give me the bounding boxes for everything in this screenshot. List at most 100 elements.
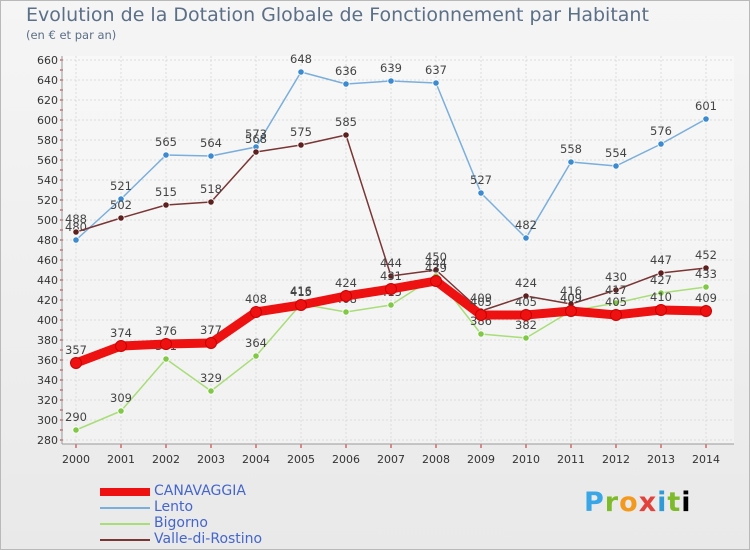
y-tick-label: 360 — [37, 354, 58, 367]
x-tick-label: 2002 — [152, 453, 180, 466]
data-point-bigorno — [522, 334, 530, 342]
legend-label-valle-di-rostino: Valle-di-Rostino — [154, 531, 263, 547]
y-tick-label: 280 — [37, 434, 58, 447]
x-tick-label: 2001 — [107, 453, 135, 466]
x-tick-label: 2009 — [467, 453, 495, 466]
data-label-valle-di-rostino: 568 — [245, 132, 267, 146]
data-label-lento: 648 — [290, 52, 312, 66]
data-point-lento — [162, 151, 170, 159]
data-label-canavaggia: 377 — [200, 323, 222, 337]
data-point-valle-di-rostino — [657, 269, 665, 277]
legend-swatch-valle-di-rostino — [100, 539, 150, 541]
x-tick-label: 2004 — [242, 453, 270, 466]
data-label-lento: 558 — [560, 142, 582, 156]
data-label-bigorno: 309 — [110, 391, 132, 405]
data-point-canavaggia — [385, 283, 397, 295]
y-tick-label: 500 — [37, 214, 58, 227]
data-point-canavaggia — [475, 309, 487, 321]
y-tick-label: 380 — [37, 334, 58, 347]
data-label-lento: 637 — [425, 63, 447, 77]
legend-label-canavaggia: CANAVAGGIA — [154, 483, 246, 499]
data-point-lento — [72, 236, 80, 244]
proxiti-logo: Proxiti — [584, 487, 692, 518]
data-point-valle-di-rostino — [342, 131, 350, 139]
data-point-bigorno — [117, 407, 125, 415]
data-point-canavaggia — [430, 275, 442, 287]
data-label-lento: 576 — [650, 124, 672, 138]
data-point-valle-di-rostino — [522, 292, 530, 300]
chart-title: Evolution de la Dotation Globale de Fonc… — [26, 4, 649, 26]
x-tick-label: 2013 — [647, 453, 675, 466]
data-label-bigorno: 409 — [560, 291, 582, 305]
data-point-canavaggia — [340, 290, 352, 302]
data-label-canavaggia: 431 — [380, 269, 402, 283]
data-point-canavaggia — [115, 340, 127, 352]
data-point-canavaggia — [520, 309, 532, 321]
data-point-bigorno — [162, 355, 170, 363]
legend-swatch-lento — [100, 507, 150, 509]
data-point-lento — [207, 152, 215, 160]
y-tick-label: 320 — [37, 394, 58, 407]
data-label-canavaggia: 357 — [65, 343, 87, 357]
y-tick-label: 400 — [37, 314, 58, 327]
data-label-bigorno: 382 — [515, 318, 537, 332]
x-tick-label: 2008 — [422, 453, 450, 466]
data-point-lento — [657, 140, 665, 148]
x-tick-label: 2005 — [287, 453, 315, 466]
data-point-valle-di-rostino — [387, 272, 395, 280]
data-label-valle-di-rostino: 450 — [425, 250, 447, 264]
x-tick-label: 2010 — [512, 453, 540, 466]
data-point-lento — [117, 195, 125, 203]
data-point-lento — [342, 80, 350, 88]
data-point-valle-di-rostino — [612, 286, 620, 294]
data-point-bigorno — [612, 299, 620, 307]
data-label-canavaggia: 405 — [605, 295, 627, 309]
data-label-valle-di-rostino: 444 — [380, 256, 402, 270]
data-point-bigorno — [72, 426, 80, 434]
data-label-canavaggia: 405 — [515, 295, 537, 309]
data-point-bigorno — [207, 387, 215, 395]
data-label-valle-di-rostino: 488 — [65, 212, 87, 226]
data-label-valle-di-rostino: 424 — [515, 276, 537, 290]
x-tick-label: 2007 — [377, 453, 405, 466]
x-tick-label: 2011 — [557, 453, 585, 466]
data-label-canavaggia: 408 — [245, 292, 267, 306]
data-label-lento: 482 — [515, 218, 537, 232]
data-label-valle-di-rostino: 416 — [560, 284, 582, 298]
data-point-canavaggia — [565, 305, 577, 317]
data-label-lento: 521 — [110, 179, 132, 193]
y-tick-label: 300 — [37, 414, 58, 427]
legend-swatch-bigorno — [100, 523, 150, 525]
data-label-canavaggia: 439 — [425, 261, 447, 275]
data-label-lento: 527 — [470, 173, 492, 187]
data-label-canavaggia: 424 — [335, 276, 357, 290]
data-label-valle-di-rostino: 409 — [470, 291, 492, 305]
data-label-valle-di-rostino: 452 — [695, 248, 717, 262]
data-label-bigorno: 433 — [695, 267, 717, 281]
x-tick-label: 2003 — [197, 453, 225, 466]
data-label-lento: 554 — [605, 146, 627, 160]
data-label-lento: 565 — [155, 135, 177, 149]
y-tick-label: 440 — [37, 274, 58, 287]
data-point-canavaggia — [70, 357, 82, 369]
data-point-lento — [612, 162, 620, 170]
data-label-canavaggia: 415 — [290, 285, 312, 299]
data-point-bigorno — [477, 330, 485, 338]
data-label-bigorno: 444 — [425, 256, 447, 270]
data-label-bigorno: 417 — [605, 283, 627, 297]
data-label-lento: 601 — [695, 99, 717, 113]
data-label-lento: 564 — [200, 136, 222, 150]
data-point-canavaggia — [610, 309, 622, 321]
data-label-lento: 639 — [380, 61, 402, 75]
chart-subtitle: (en € et par an) — [26, 28, 117, 42]
data-label-canavaggia: 376 — [155, 324, 177, 338]
data-point-lento — [522, 234, 530, 242]
data-point-lento — [567, 158, 575, 166]
data-label-canavaggia: 409 — [560, 291, 582, 305]
y-tick-label: 540 — [37, 174, 58, 187]
data-label-canavaggia: 374 — [110, 326, 132, 340]
y-tick-label: 600 — [37, 114, 58, 127]
y-tick-label: 460 — [37, 254, 58, 267]
